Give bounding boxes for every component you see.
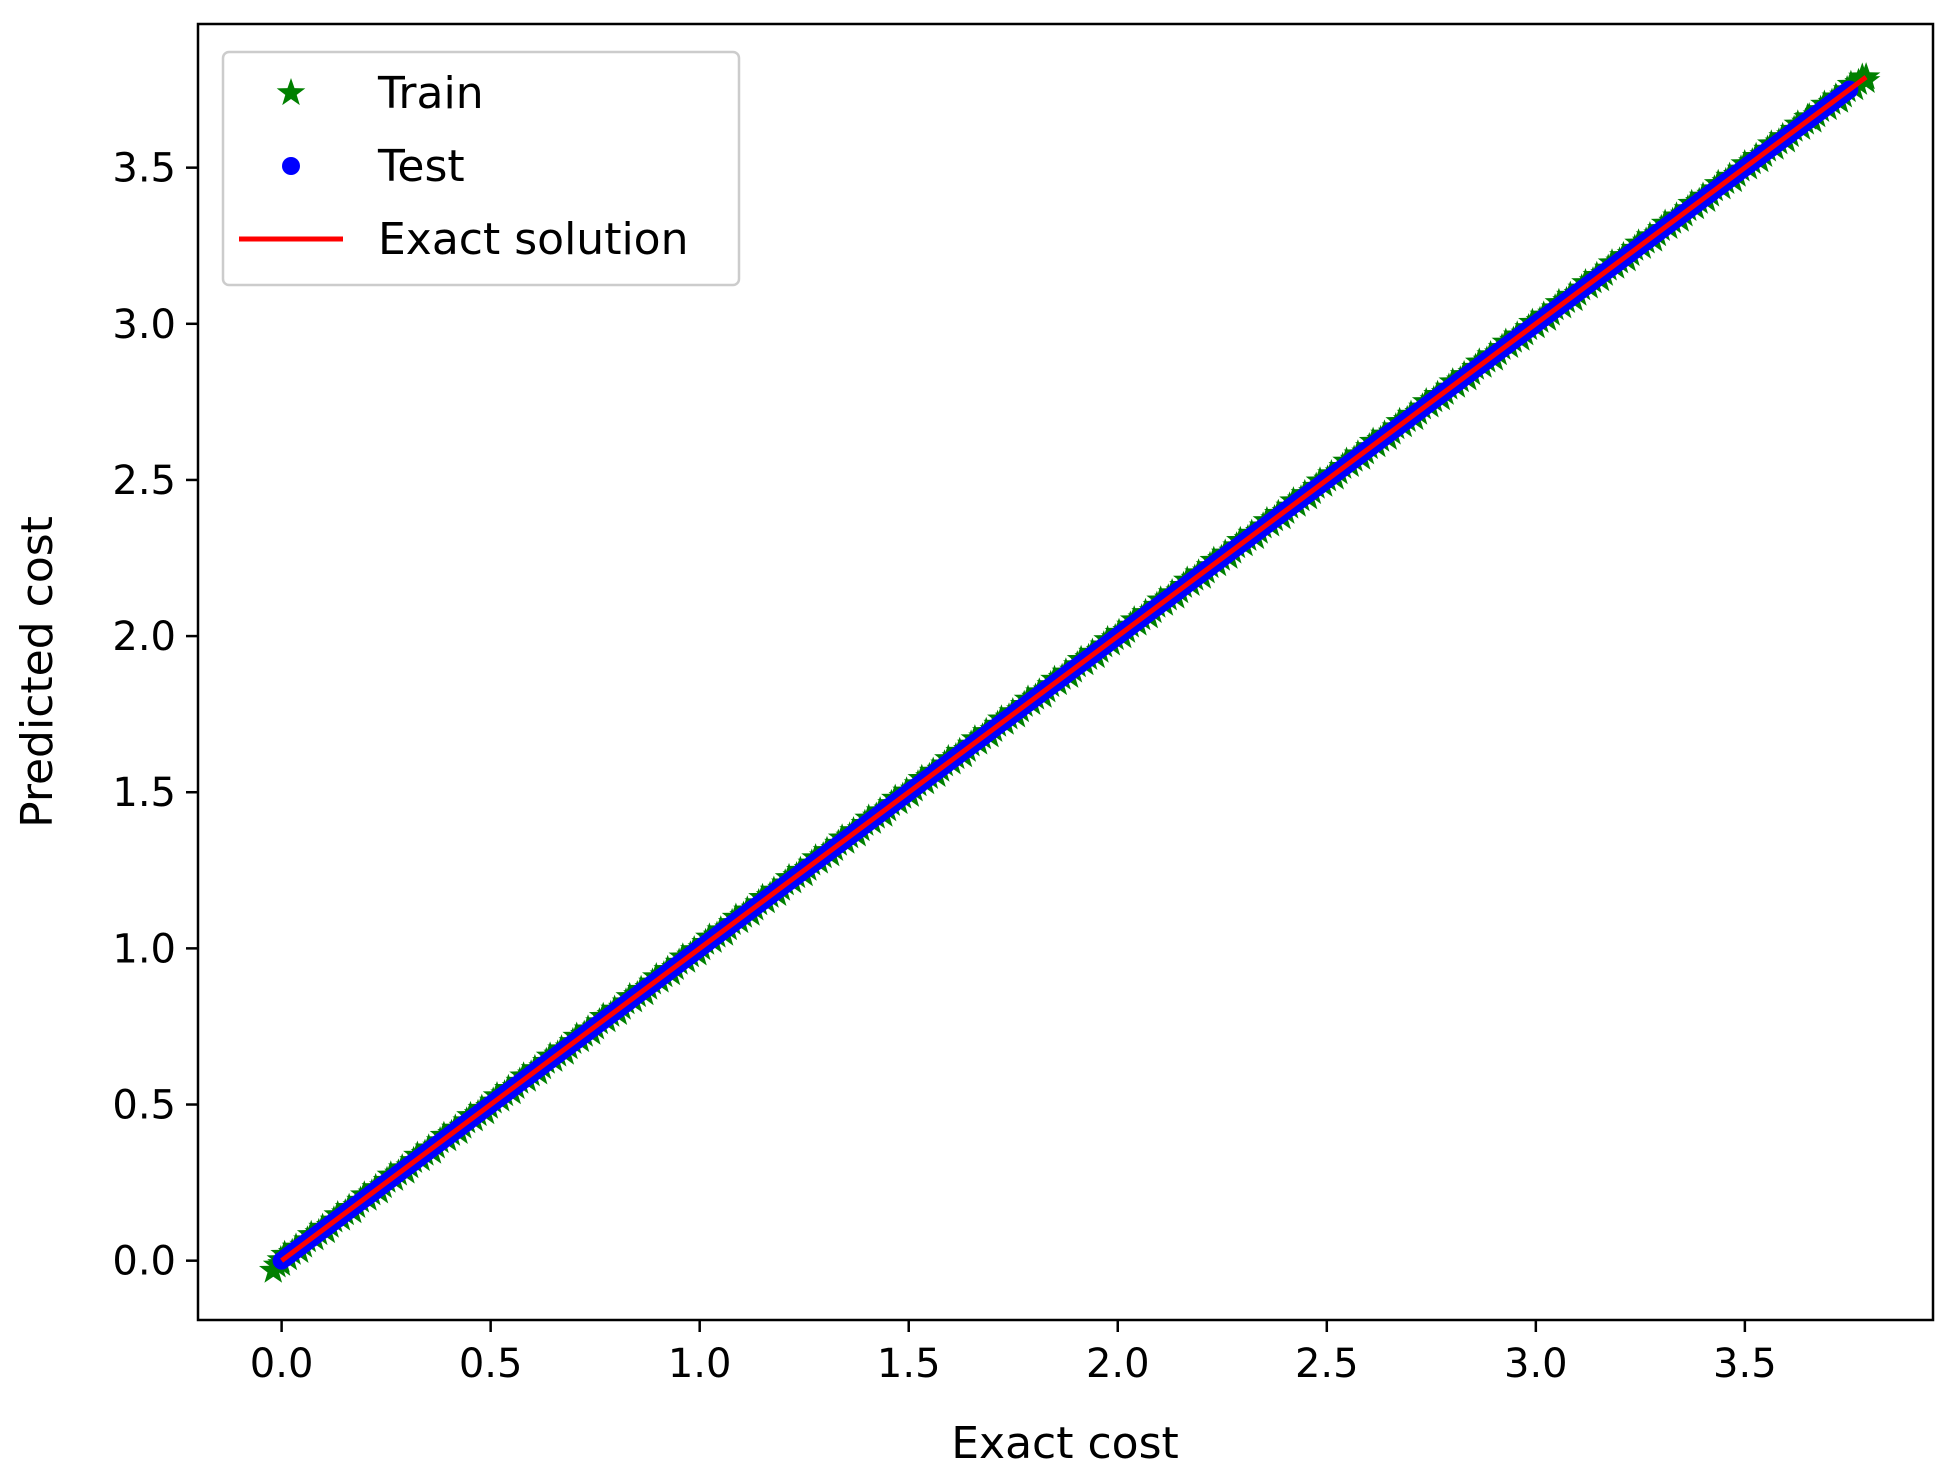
x-tick-label: 3.5 [1713,1341,1777,1387]
x-tick-label: 1.5 [877,1341,941,1387]
x-tick-label: 0.0 [250,1341,314,1387]
y-tick-label: 1.5 [112,770,176,816]
x-axis: 0.0 0.5 1.0 1.5 2.0 2.5 3.0 3.5 [250,1320,1777,1387]
legend-test-dot-icon [282,157,300,175]
y-axis: 0.0 0.5 1.0 1.5 2.0 2.5 3.0 3.5 [112,146,198,1285]
legend-label-exact-solution: Exact solution [378,214,688,265]
y-axis-label: Predicted cost [12,516,63,828]
x-tick-label: 2.5 [1295,1341,1359,1387]
y-tick-label: 2.0 [112,614,176,660]
legend-train-star-icon [276,78,306,106]
y-tick-label: 2.5 [112,458,176,504]
x-tick-label: 2.0 [1086,1341,1150,1387]
legend-label-train: Train [377,68,484,119]
y-tick-label: 0.0 [112,1239,176,1285]
train-point [1851,62,1881,90]
y-tick-label: 3.5 [112,146,176,192]
x-tick-label: 1.0 [668,1341,732,1387]
y-tick-label: 3.0 [112,302,176,348]
y-tick-label: 1.0 [112,926,176,972]
x-tick-label: 3.0 [1504,1341,1568,1387]
x-axis-label: Exact cost [951,1418,1179,1469]
exact-solution-line [280,75,1868,1263]
legend-box [221,50,741,287]
x-tick-label: 0.5 [459,1341,523,1387]
legend: Train Test Exact solution [221,50,741,287]
legend-label-test: Test [377,141,465,192]
plot-frame [196,22,1935,1322]
data-points-layer [259,62,1881,1283]
y-tick-label: 0.5 [112,1083,176,1129]
